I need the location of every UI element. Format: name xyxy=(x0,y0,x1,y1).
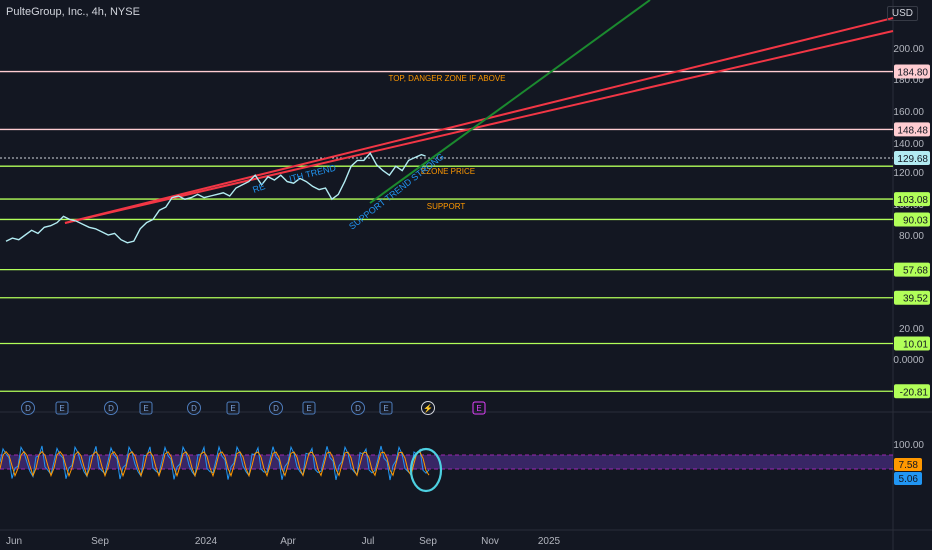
price-tick-label: 20.00 xyxy=(899,324,924,335)
level-tag-label: 10.01 xyxy=(903,339,928,350)
price-tick-label: 80.00 xyxy=(899,231,924,242)
oscillator-value-tag xyxy=(894,458,922,471)
level-tag xyxy=(894,384,930,399)
dividend-marker xyxy=(104,401,118,415)
level-tag-label: 103.08 xyxy=(897,195,928,206)
event-marker-label: D xyxy=(25,404,31,413)
event-marker-label: E xyxy=(476,404,481,413)
level-tag xyxy=(894,192,930,207)
level-tag-label: 184.80 xyxy=(897,68,928,79)
time-tick-label: Sep xyxy=(419,536,437,547)
dividend-marker xyxy=(351,401,365,415)
level-tag-label: 39.52 xyxy=(903,294,928,305)
oscillator-value-label: 7.58 xyxy=(899,460,919,471)
level-tag-label: -20.81 xyxy=(900,387,929,398)
support-trendline xyxy=(369,0,651,204)
time-tick-label: Jun xyxy=(6,536,22,547)
level-tag xyxy=(894,150,930,165)
annotation-uptrend-part1: RE xyxy=(251,181,266,195)
time-tick-label: Sep xyxy=(91,536,109,547)
resistance-trendline-upper xyxy=(64,17,894,224)
earnings-marker xyxy=(226,401,240,415)
event-marker-label: D xyxy=(355,404,361,413)
level-tag xyxy=(894,212,930,227)
earnings-marker xyxy=(139,401,153,415)
oscillator-d-line xyxy=(0,450,430,478)
time-tick-label: 2025 xyxy=(538,536,561,547)
oscillator-axis-label: 100.00 xyxy=(893,440,924,451)
level-tag xyxy=(894,262,930,277)
price-tick-label: 0.0000 xyxy=(893,355,924,366)
event-marker-label: E xyxy=(230,404,235,413)
price-tick-label: 160.00 xyxy=(893,107,924,118)
level-tag-label: 129.68 xyxy=(897,154,928,165)
time-tick-label: Apr xyxy=(280,536,296,547)
level-tag xyxy=(894,64,930,79)
event-marker-label: E xyxy=(143,404,148,413)
earnings-marker xyxy=(472,401,486,415)
level-tag-label: 148.48 xyxy=(897,125,928,136)
event-marker-label: ⚡ xyxy=(423,403,433,413)
time-tick-label: Jul xyxy=(362,536,375,547)
chart-title: PulteGroup, Inc., 4h, NYSE xyxy=(6,6,140,18)
earnings-marker xyxy=(55,401,69,415)
currency-label[interactable]: USD xyxy=(886,6,918,21)
dividend-marker xyxy=(421,401,435,415)
event-marker-label: D xyxy=(273,404,279,413)
event-marker-label: D xyxy=(108,404,114,413)
oscillator-value-label: 5.06 xyxy=(899,474,919,485)
event-marker-label: D xyxy=(191,404,197,413)
event-marker-label: E xyxy=(383,404,388,413)
price-tick-label: 140.00 xyxy=(893,139,924,150)
annotation-top-danger: TOP, DANGER ZONE IF ABOVE xyxy=(388,74,505,83)
resistance-trendline-lower xyxy=(64,30,894,224)
annotation-zone-price: EZONE PRICE xyxy=(421,167,475,176)
level-tag xyxy=(894,122,930,137)
event-marker-label: E xyxy=(306,404,311,413)
dividend-marker xyxy=(269,401,283,415)
oscillator-highlight-circle xyxy=(409,447,443,493)
time-tick-label: Nov xyxy=(481,536,499,547)
level-tag xyxy=(894,290,930,305)
earnings-marker xyxy=(302,401,316,415)
price-tick-label: 180.00 xyxy=(893,75,924,86)
price-tick-label: 120.00 xyxy=(893,168,924,179)
dividend-marker xyxy=(21,401,35,415)
level-tag xyxy=(894,336,930,351)
time-tick-label: 2024 xyxy=(195,536,218,547)
dividend-marker xyxy=(187,401,201,415)
price-line xyxy=(5,151,426,244)
level-tag-label: 90.03 xyxy=(903,215,928,226)
annotation-support: SUPPORT xyxy=(427,202,466,211)
oscillator-value-tag xyxy=(894,472,922,485)
event-marker-label: E xyxy=(59,404,64,413)
level-tag-label: 57.68 xyxy=(903,266,928,277)
earnings-marker xyxy=(379,401,393,415)
oscillator-k-line xyxy=(0,445,430,481)
price-tick-label: 200.00 xyxy=(893,44,924,55)
